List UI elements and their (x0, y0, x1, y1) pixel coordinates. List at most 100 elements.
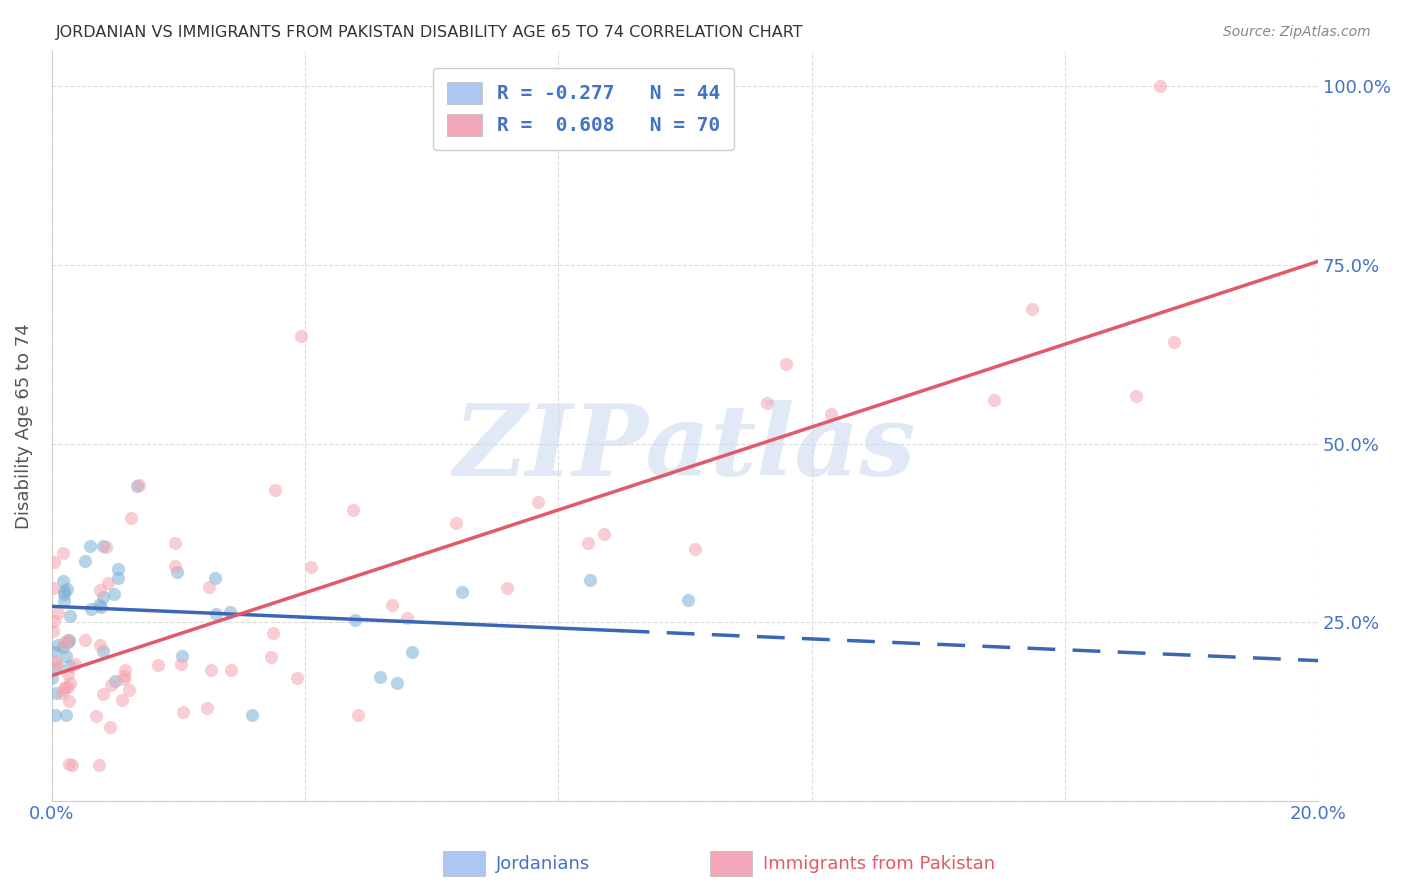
Point (63, 657, 86, 671)
Point (103, 586, 125, 600)
Point (683, 541, 706, 556)
Text: Immigrants from Pakistan: Immigrants from Pakistan (763, 855, 995, 873)
Point (44, 707, 66, 722)
Point (75, 554, 97, 568)
Point (46, 638, 69, 652)
Text: JORDANIAN VS IMMIGRANTS FROM PAKISTAN DISABILITY AGE 65 TO 74 CORRELATION CHART: JORDANIAN VS IMMIGRANTS FROM PAKISTAN DI… (56, 25, 804, 40)
Point (55, 707, 77, 722)
Point (112, 669, 135, 683)
Point (41, 581, 63, 595)
Point (79, 540, 101, 554)
Point (114, 663, 136, 677)
Point (41, 671, 63, 685)
Point (46, 660, 69, 674)
Point (218, 605, 240, 619)
Point (579, 573, 602, 587)
Point (146, 658, 169, 673)
Point (45, 686, 67, 700)
Point (56, 582, 79, 597)
Point (676, 593, 699, 607)
Point (128, 478, 150, 492)
Point (89, 598, 111, 612)
Point (240, 707, 263, 722)
Point (775, 357, 797, 371)
Point (262, 625, 284, 640)
Point (576, 535, 599, 549)
Point (342, 502, 364, 516)
Point (58, 694, 80, 708)
Point (381, 599, 404, 613)
Point (60, 758, 83, 772)
Point (97, 576, 120, 591)
Point (118, 683, 141, 698)
Point (165, 559, 187, 574)
Point (285, 671, 308, 685)
Point (53, 594, 76, 608)
Point (260, 650, 283, 665)
Point (51, 686, 73, 700)
Point (170, 649, 193, 664)
Point (56, 666, 79, 681)
Point (104, 673, 127, 688)
Point (44, 654, 66, 668)
Point (75, 633, 97, 648)
Point (53, 586, 76, 600)
Point (444, 516, 467, 531)
Point (84, 709, 107, 723)
Point (264, 483, 287, 497)
Point (299, 560, 322, 574)
Point (166, 565, 188, 579)
Point (111, 692, 134, 706)
Point (1021, 302, 1043, 317)
Point (756, 396, 779, 410)
Point (42, 624, 65, 638)
Point (198, 580, 221, 594)
Point (52, 636, 75, 650)
Point (98, 720, 121, 734)
Point (195, 700, 218, 714)
Point (80, 601, 103, 615)
Point (55, 649, 77, 664)
Point (112, 672, 135, 686)
Point (53, 682, 76, 697)
Point (593, 527, 616, 541)
Point (204, 571, 226, 585)
Legend: R = -0.277   N = 44, R =  0.608   N = 70: R = -0.277 N = 44, R = 0.608 N = 70 (433, 68, 734, 150)
Text: Source: ZipAtlas.com: Source: ZipAtlas.com (1223, 25, 1371, 39)
Point (983, 393, 1005, 408)
Point (52, 574, 75, 588)
Point (46, 657, 69, 671)
Point (346, 707, 368, 722)
Point (56, 681, 79, 695)
Point (42, 644, 65, 658)
Point (91, 644, 114, 658)
Text: Jordanians: Jordanians (496, 855, 591, 873)
Point (89, 583, 111, 598)
Point (59, 675, 82, 690)
Point (820, 407, 842, 421)
Point (395, 611, 418, 625)
Point (125, 479, 148, 493)
Point (368, 670, 391, 684)
Point (200, 664, 222, 678)
Point (221, 664, 243, 678)
Point (58, 633, 80, 648)
Point (91, 539, 114, 553)
Point (59, 659, 82, 673)
Point (58, 756, 80, 771)
Point (46, 607, 69, 621)
Text: ZIPatlas: ZIPatlas (454, 400, 917, 496)
Point (163, 536, 186, 550)
Point (89, 638, 111, 652)
Point (170, 657, 193, 672)
Point (385, 676, 408, 690)
Point (91, 687, 114, 701)
Point (44, 614, 66, 628)
Point (205, 607, 228, 621)
Point (56, 633, 79, 648)
Point (59, 609, 82, 624)
Point (343, 614, 366, 628)
Point (53, 584, 76, 599)
Point (42, 555, 65, 569)
Point (53, 681, 76, 695)
